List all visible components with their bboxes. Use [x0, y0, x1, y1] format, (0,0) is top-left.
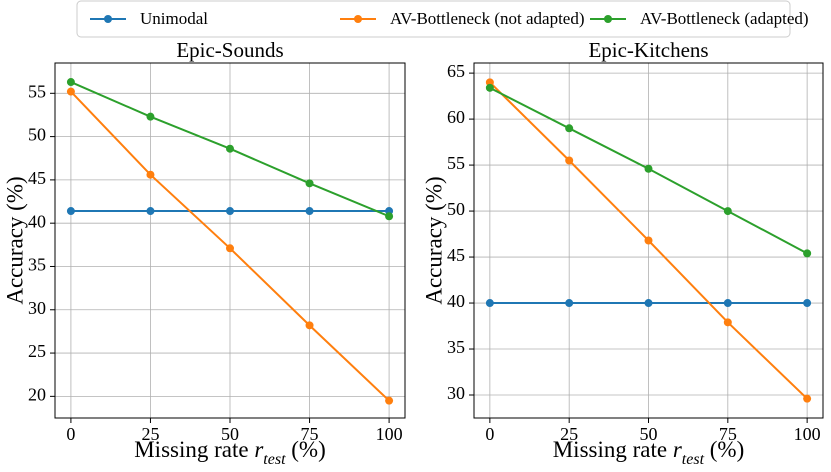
data-point — [66, 87, 75, 96]
data-point — [565, 299, 574, 308]
legend-marker — [604, 15, 612, 23]
data-point — [146, 170, 155, 179]
x-axis-label-part: r — [254, 437, 264, 462]
x-axis-label: Missing rate rtest (%) — [553, 437, 745, 468]
plot-frame — [54, 62, 406, 419]
y-tick-label: 35 — [28, 255, 46, 275]
data-point — [565, 124, 574, 133]
data-point — [305, 179, 314, 188]
data-point — [723, 207, 732, 216]
x-axis-label-part: (%) — [704, 437, 744, 462]
y-tick-label: 55 — [28, 81, 46, 101]
y-tick-label: 40 — [447, 291, 465, 311]
x-tick-label: 100 — [376, 424, 403, 444]
data-point — [723, 299, 732, 308]
plot-frame — [473, 62, 824, 419]
y-tick-label: 25 — [28, 341, 46, 361]
x-tick-label: 0 — [66, 424, 75, 444]
x-axis-label-part: Missing rate — [553, 437, 673, 462]
x-tick-label: 25 — [560, 424, 578, 444]
data-point — [226, 207, 234, 216]
data-point — [66, 207, 75, 216]
data-point — [305, 321, 314, 330]
legend-marker — [354, 15, 362, 23]
data-point — [305, 207, 314, 216]
data-point — [803, 299, 812, 308]
legend-label: AV-Bottleneck (adapted) — [640, 9, 809, 28]
x-axis-label-part: (%) — [286, 437, 326, 462]
data-point — [644, 164, 653, 173]
data-point — [644, 299, 653, 308]
y-axis-label: Accuracy (%) — [421, 176, 446, 304]
legend-box — [76, 0, 791, 38]
x-tick-label: 50 — [221, 424, 239, 444]
x-axis-label-part: r — [673, 437, 683, 462]
x-axis-label: Missing rate rtest (%) — [134, 437, 326, 468]
x-tick-label: 25 — [141, 424, 159, 444]
data-point — [485, 78, 494, 87]
data-point — [803, 249, 812, 258]
data-point — [385, 212, 394, 221]
y-axis-label: Accuracy (%) — [2, 176, 27, 304]
data-point — [485, 299, 494, 308]
y-tick-label: 65 — [447, 61, 465, 81]
x-tick-label: 50 — [640, 424, 658, 444]
y-tick-label: 45 — [447, 245, 465, 265]
data-point — [723, 318, 732, 327]
data-point — [226, 144, 234, 153]
data-point — [66, 78, 75, 87]
y-tick-label: 50 — [447, 199, 465, 219]
x-axis-label-part: test — [682, 451, 705, 468]
data-point — [385, 396, 394, 405]
x-tick-label: 75 — [301, 424, 319, 444]
y-tick-label: 35 — [447, 337, 465, 357]
x-tick-label: 100 — [794, 424, 821, 444]
x-tick-label: 75 — [719, 424, 737, 444]
data-point — [644, 236, 653, 245]
data-point — [803, 394, 812, 403]
data-point — [146, 207, 155, 216]
chart-title: Epic-Sounds — [176, 38, 283, 62]
y-tick-label: 30 — [447, 383, 465, 403]
y-tick-label: 30 — [28, 298, 46, 318]
y-tick-label: 45 — [28, 168, 46, 188]
x-tick-label: 0 — [485, 424, 494, 444]
y-tick-label: 55 — [447, 153, 465, 173]
y-tick-label: 60 — [447, 107, 465, 127]
x-axis-label-part: test — [263, 451, 286, 468]
y-tick-label: 50 — [28, 125, 46, 145]
data-point — [146, 112, 155, 121]
legend-label: Unimodal — [140, 9, 208, 28]
y-tick-label: 40 — [28, 211, 46, 231]
y-tick-label: 20 — [28, 384, 46, 404]
data-point — [485, 83, 494, 92]
data-point — [565, 156, 574, 165]
chart-title: Epic-Kitchens — [588, 38, 708, 62]
data-point — [226, 244, 234, 253]
legend-label: AV-Bottleneck (not adapted) — [390, 9, 585, 28]
x-axis-label-part: Missing rate — [134, 437, 254, 462]
legend-marker — [104, 15, 112, 23]
